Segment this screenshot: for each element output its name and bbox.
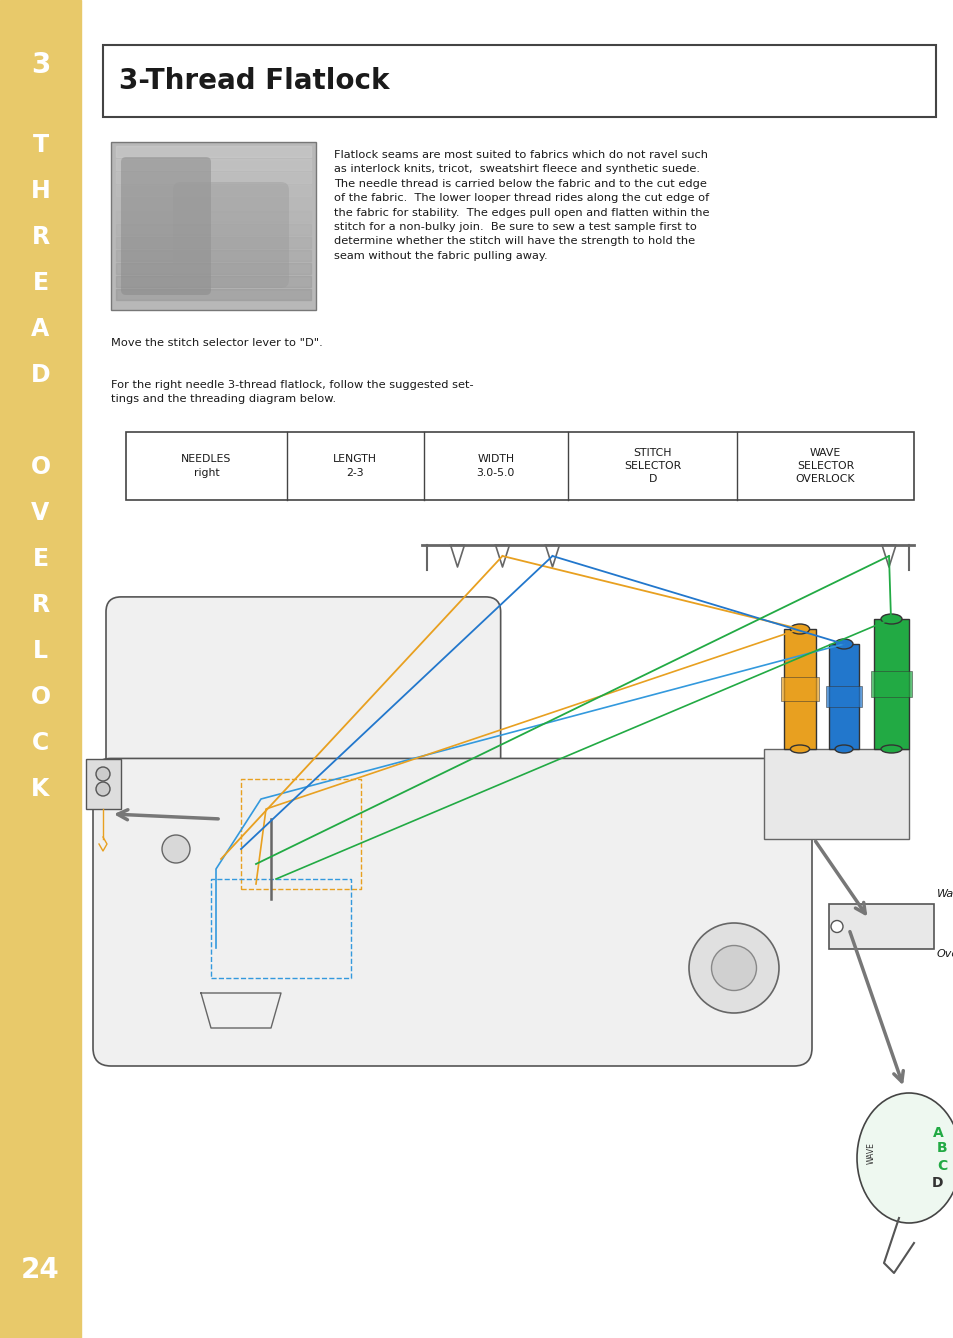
Text: L: L [33, 640, 48, 664]
FancyBboxPatch shape [106, 597, 500, 824]
Text: O: O [30, 455, 51, 479]
FancyBboxPatch shape [92, 759, 811, 1066]
Text: NEEDLES
right: NEEDLES right [181, 455, 232, 478]
Circle shape [162, 835, 190, 863]
Ellipse shape [880, 745, 901, 753]
Bar [111, 142, 315, 310]
Bar [103, 45, 935, 116]
FancyBboxPatch shape [121, 157, 211, 294]
Text: C: C [937, 1159, 946, 1173]
Text: WAVE
SELECTOR
OVERLOCK: WAVE SELECTOR OVERLOCK [795, 448, 855, 484]
FancyBboxPatch shape [172, 182, 289, 288]
Circle shape [688, 923, 779, 1013]
Text: D: D [30, 363, 51, 387]
Text: Flatlock seams are most suited to fabrics which do not ravel such
as interlock k: Flatlock seams are most suited to fabric… [334, 150, 709, 261]
Ellipse shape [834, 745, 852, 753]
Text: Move the stitch selector lever to "D".: Move the stitch selector lever to "D". [111, 339, 322, 348]
Ellipse shape [880, 614, 901, 624]
Circle shape [711, 946, 756, 990]
Text: Wave: Wave [936, 888, 953, 899]
Bar [870, 670, 911, 697]
Text: C: C [31, 731, 49, 755]
Bar [825, 686, 862, 706]
Ellipse shape [790, 624, 809, 634]
Text: STITCH
SELECTOR
D: STITCH SELECTOR D [623, 448, 680, 484]
Bar [0, 0, 81, 1338]
Text: R: R [31, 225, 50, 249]
Text: E: E [32, 272, 49, 294]
Text: D: D [931, 1176, 943, 1189]
Bar [86, 759, 121, 809]
Ellipse shape [856, 1093, 953, 1223]
Bar [763, 749, 908, 839]
Text: K: K [31, 777, 50, 801]
Bar [781, 677, 818, 701]
Text: A: A [31, 317, 50, 341]
Ellipse shape [790, 745, 809, 753]
Text: V: V [31, 500, 50, 524]
Ellipse shape [834, 640, 852, 649]
Circle shape [830, 921, 842, 933]
Text: WAVE: WAVE [865, 1143, 875, 1164]
Text: A: A [931, 1127, 943, 1140]
Text: 3: 3 [30, 51, 51, 79]
Text: H: H [30, 179, 51, 203]
Text: O: O [30, 685, 51, 709]
Bar [873, 619, 908, 749]
Text: B: B [936, 1141, 946, 1155]
Text: T: T [32, 132, 49, 157]
Text: Overlock: Overlock [936, 949, 953, 959]
Circle shape [96, 767, 110, 781]
Bar [783, 629, 815, 749]
Text: 3-Thread Flatlock: 3-Thread Flatlock [119, 67, 389, 95]
Text: 24: 24 [21, 1256, 60, 1284]
Text: LENGTH
2-3: LENGTH 2-3 [333, 455, 376, 478]
Bar [828, 644, 858, 749]
Text: For the right needle 3-thread flatlock, follow the suggested set-
tings and the : For the right needle 3-thread flatlock, … [111, 380, 473, 404]
Bar [828, 904, 933, 949]
Text: WIDTH
3.0-5.0: WIDTH 3.0-5.0 [476, 455, 515, 478]
Text: E: E [32, 547, 49, 571]
Bar [126, 432, 913, 500]
Text: R: R [31, 593, 50, 617]
Circle shape [96, 781, 110, 796]
